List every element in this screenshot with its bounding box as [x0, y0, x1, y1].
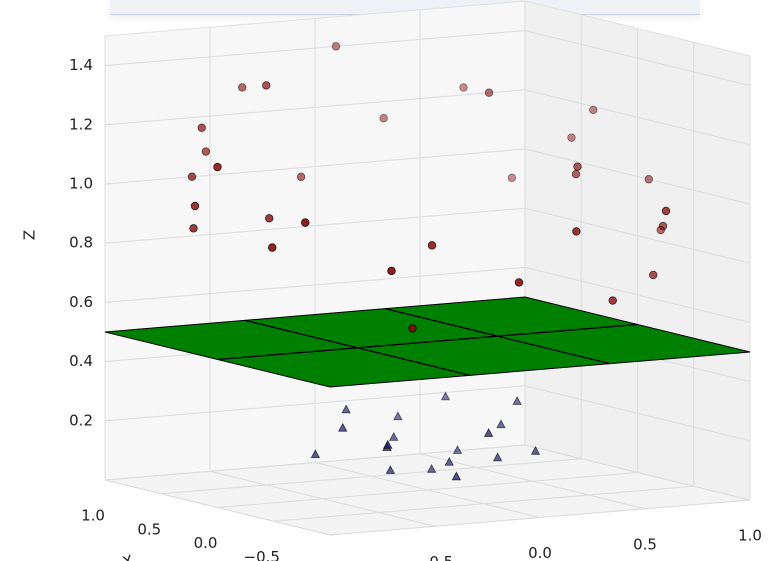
grid-line [104, 479, 331, 536]
point [656, 225, 665, 235]
point [385, 465, 396, 474]
point [589, 105, 598, 115]
point [262, 81, 271, 90]
point [265, 214, 274, 223]
point [440, 391, 451, 401]
point [492, 452, 503, 462]
z-tick-label: 0.8 [69, 234, 93, 252]
point [383, 439, 393, 449]
panes [104, 0, 751, 536]
y-tick-label: 0.5 [633, 535, 657, 553]
point [484, 88, 494, 97]
point [387, 266, 396, 276]
point [571, 169, 581, 179]
point [572, 227, 581, 236]
point [393, 411, 403, 421]
grid-line [209, 470, 436, 527]
point [514, 278, 524, 287]
point [238, 83, 247, 92]
x-tick-label: 1.0 [81, 507, 105, 525]
z-tick-label: 0.2 [69, 411, 93, 429]
point [197, 123, 206, 132]
point [190, 201, 200, 211]
point [459, 83, 468, 92]
point [301, 218, 310, 227]
y-tick-label: 0.0 [528, 544, 552, 561]
point [530, 446, 541, 455]
plot-area [104, 42, 751, 481]
grid-line [314, 462, 541, 518]
point [496, 419, 506, 429]
point [189, 224, 198, 233]
point [512, 396, 522, 405]
z-tick-label: 1.2 [69, 115, 93, 133]
point [408, 324, 417, 333]
point [567, 133, 576, 142]
point [444, 456, 454, 466]
z-axis-label: Z [21, 230, 39, 240]
z-tick-label: 0.4 [69, 352, 93, 370]
point [187, 172, 197, 181]
y-tick-label: −0.5 [417, 553, 453, 561]
grid-line [419, 453, 646, 510]
point [483, 428, 494, 437]
point [608, 296, 617, 305]
point [451, 471, 462, 481]
point [268, 243, 277, 252]
point [213, 162, 222, 172]
point [296, 172, 306, 182]
point [644, 175, 653, 184]
point [338, 422, 348, 432]
point [341, 404, 351, 414]
x-tick-label: −0.5 [244, 548, 280, 561]
point [452, 445, 463, 454]
point [661, 206, 671, 216]
y-tick-label: 1.0 [738, 527, 762, 545]
plane-edge [217, 323, 638, 361]
point [649, 270, 658, 280]
grid-line [524, 444, 751, 501]
point [573, 162, 582, 171]
point [427, 241, 437, 250]
z-tick-label: 0.6 [69, 293, 93, 311]
x-axis-label: X [121, 551, 136, 561]
point [426, 463, 437, 473]
point [331, 42, 341, 51]
point [379, 114, 388, 123]
x-tick-label: 0.0 [194, 534, 218, 552]
z-tick-label: 1.4 [69, 56, 93, 74]
z-tick-label: 1.0 [69, 175, 93, 193]
point [310, 449, 321, 459]
point [201, 147, 211, 156]
x-tick-label: 0.5 [137, 520, 161, 538]
point [389, 432, 399, 441]
point [507, 173, 517, 182]
